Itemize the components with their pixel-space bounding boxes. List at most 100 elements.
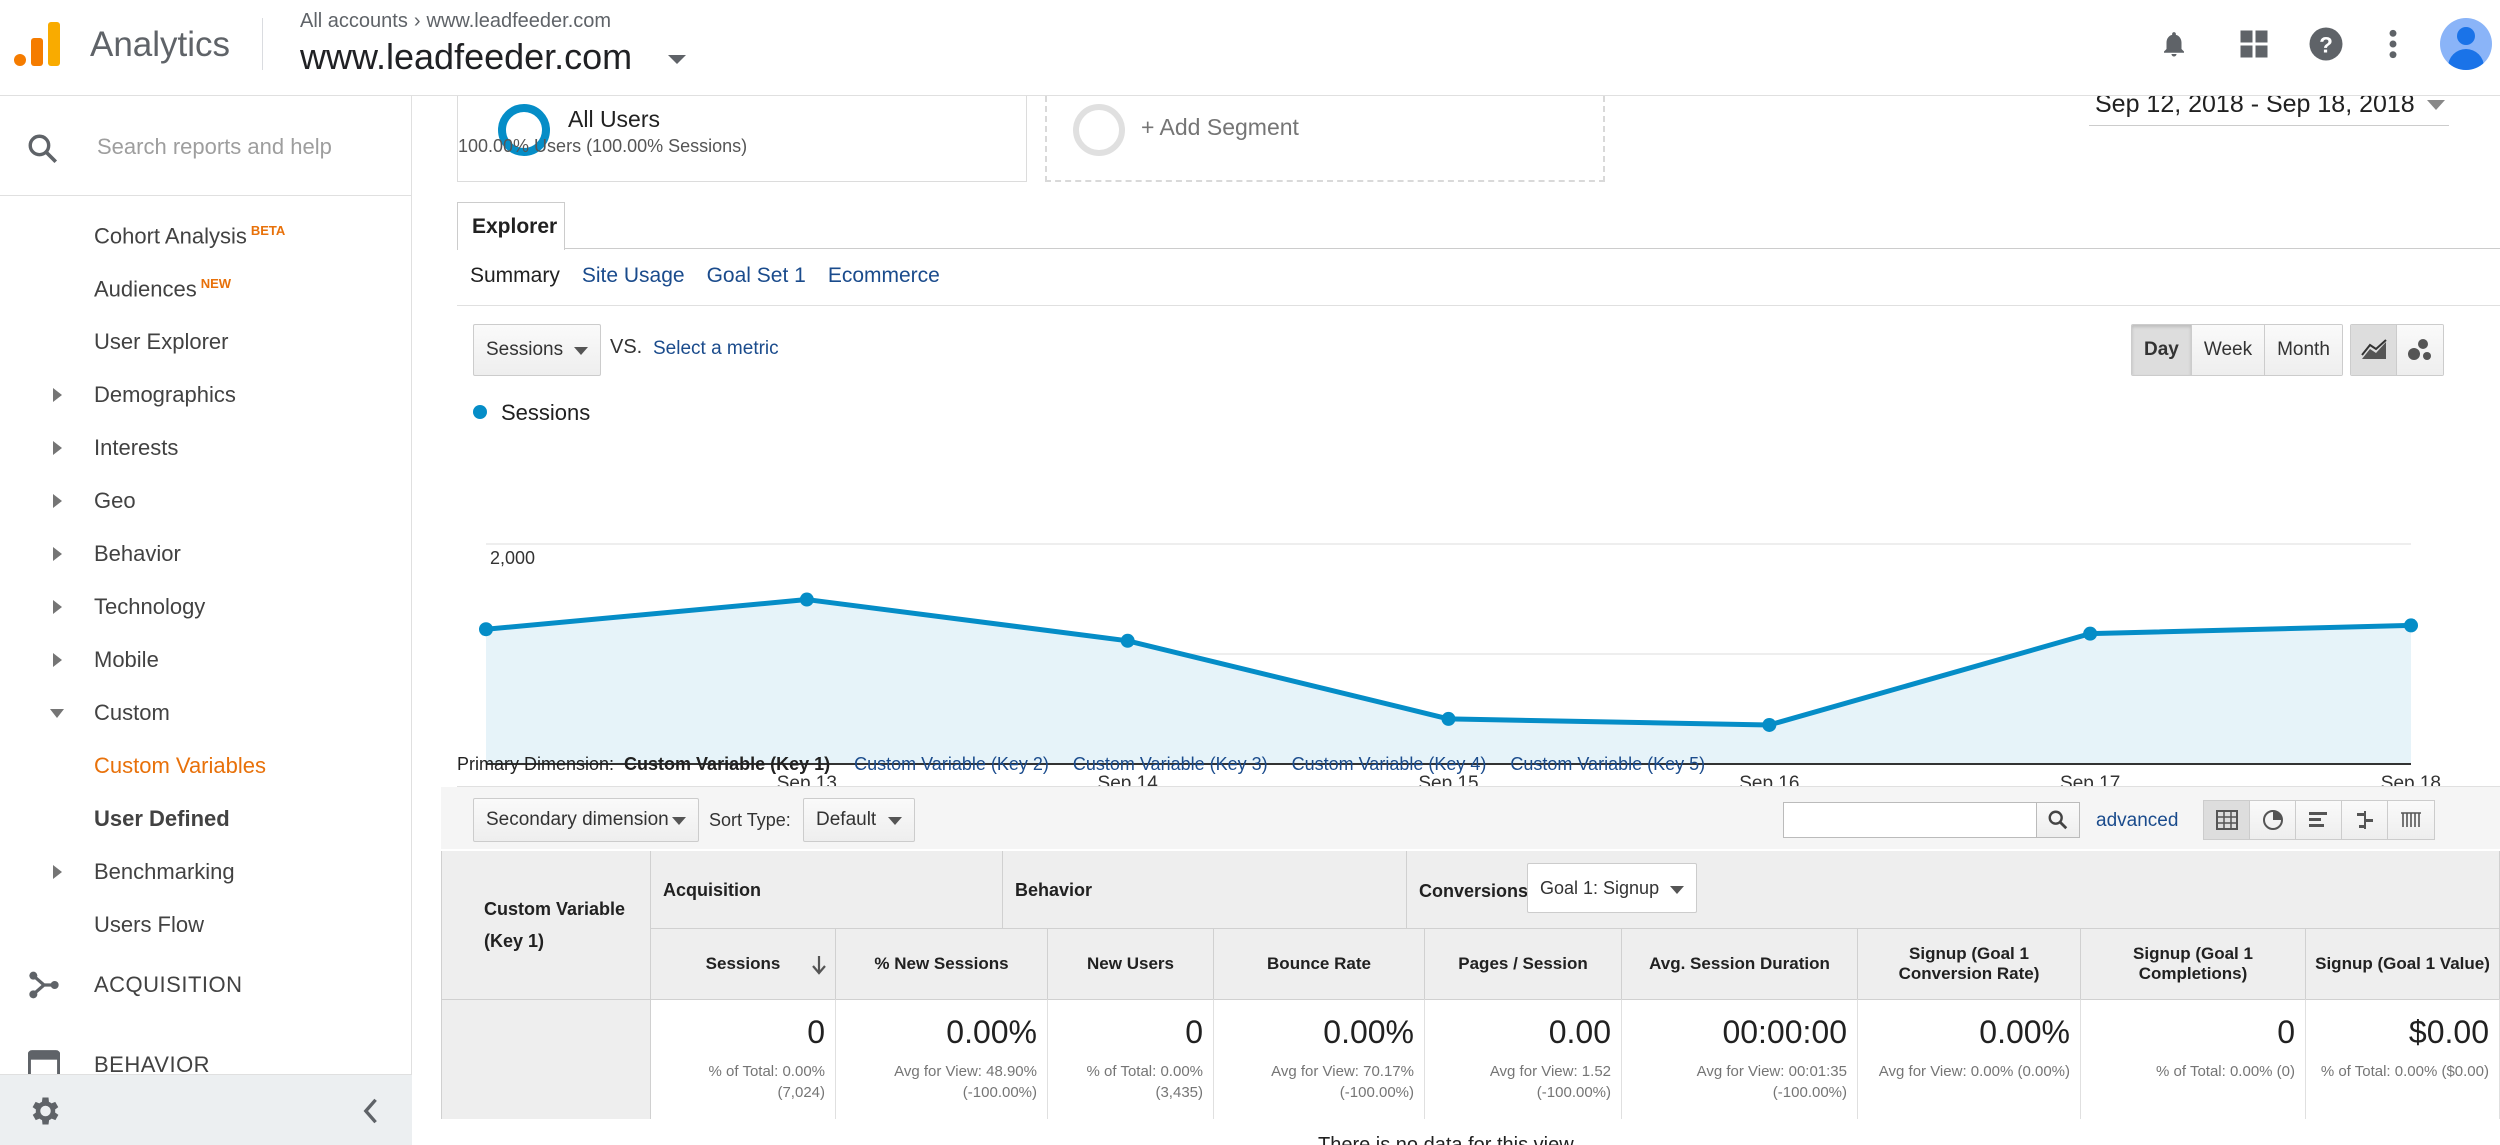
property-selector[interactable]: www.leadfeeder.com (300, 36, 633, 77)
pie-chart-view-icon[interactable] (2250, 801, 2296, 839)
sidebar-item-user-explorer[interactable]: User Explorer (0, 316, 412, 368)
column-label: Pages / Session (1458, 954, 1588, 973)
chart-legend[interactable]: Sessions (473, 400, 590, 426)
sidebar-item-mobile[interactable]: Mobile (0, 634, 412, 686)
total-subtext: % of Total: 0.00% (0) (2156, 1063, 2295, 1080)
y-tick-label: 2,000 (490, 548, 535, 568)
column-header-new-users[interactable]: New Users (1048, 929, 1214, 999)
sidebar-item-audiences[interactable]: Audiences NEW (0, 263, 412, 315)
metric-dropdown[interactable]: Sessions (473, 324, 601, 376)
subtab-site-usage[interactable]: Site Usage (581, 264, 685, 287)
sidebar-section-behavior[interactable]: BEHAVIOR (0, 1036, 412, 1092)
period-day-button[interactable]: Day (2132, 325, 2192, 375)
expand-triangle-icon[interactable] (53, 865, 62, 879)
sidebar-item-geo[interactable]: Geo (0, 475, 412, 527)
dimension-column-header[interactable]: Custom Variable (Key 1) (441, 851, 651, 999)
breadcrumb[interactable]: All accounts › www.leadfeeder.com (300, 10, 611, 33)
chevron-down-icon[interactable] (2427, 100, 2445, 110)
column-header-goal-conversion-rate[interactable]: Signup (Goal 1 Conversion Rate) (1858, 929, 2081, 999)
date-range-picker[interactable]: Sep 12, 2018 - Sep 18, 2018 (2089, 96, 2449, 126)
total-value: 0.00 (1548, 1014, 1611, 1050)
sidebar-item-technology[interactable]: Technology (0, 581, 412, 633)
primary-dimension-key-2[interactable]: Custom Variable (Key 2) (854, 754, 1049, 774)
data-point (1762, 717, 1777, 732)
expand-triangle-icon[interactable] (53, 600, 62, 614)
account-avatar[interactable] (2440, 18, 2492, 70)
vs-label: VS. (610, 336, 643, 358)
tab-explorer[interactable]: Explorer (457, 202, 565, 250)
expand-triangle-icon[interactable] (53, 653, 62, 667)
primary-dimension-key-4[interactable]: Custom Variable (Key 4) (1291, 754, 1487, 774)
header-divider (262, 18, 263, 70)
expand-triangle-icon[interactable] (53, 388, 62, 402)
expand-triangle-icon[interactable] (53, 441, 62, 455)
conversions-group-header: Conversions Goal 1: Signup (1407, 851, 2500, 929)
add-segment-button[interactable]: + Add Segment (1045, 96, 1605, 182)
sidebar-item-behavior[interactable]: Behavior (0, 528, 412, 580)
breadcrumb-property[interactable]: www.leadfeeder.com (426, 10, 612, 32)
primary-dimension-key-3[interactable]: Custom Variable (Key 3) (1072, 754, 1268, 774)
data-table-view-icon[interactable] (2204, 801, 2250, 839)
breadcrumb-root[interactable]: All accounts (300, 10, 408, 32)
sidebar-item-demographics[interactable]: Demographics (0, 369, 412, 421)
column-header-bounce-rate[interactable]: Bounce Rate (1214, 929, 1425, 999)
line-chart-icon[interactable] (2351, 325, 2397, 375)
more-vert-icon[interactable] (2371, 22, 2415, 66)
sort-type-dropdown[interactable]: Default (803, 798, 915, 842)
sidebar-item-label: Custom (94, 700, 170, 725)
help-icon[interactable]: ? (2304, 22, 2348, 66)
expand-triangle-icon[interactable] (53, 494, 62, 508)
term-cloud-view-icon[interactable] (2388, 801, 2434, 839)
chevron-down-icon[interactable] (668, 55, 686, 64)
apps-grid-icon[interactable] (2232, 22, 2276, 66)
advanced-filter-link[interactable]: advanced (2096, 810, 2179, 831)
column-header-avg-session-duration[interactable]: Avg. Session Duration (1622, 929, 1858, 999)
bar-chart-view-icon[interactable] (2296, 801, 2342, 839)
goal-dropdown[interactable]: Goal 1: Signup (1527, 863, 1697, 913)
sort-desc-arrow-icon[interactable] (811, 955, 827, 975)
secondary-dimension-dropdown[interactable]: Secondary dimension (473, 798, 699, 842)
collapse-triangle-icon[interactable] (50, 709, 64, 718)
sidebar-item-cohort-analysis[interactable]: Cohort Analysis BETA (0, 210, 412, 262)
new-badge: NEW (200, 276, 232, 291)
total-avg-duration-cell: 00:00:00 Avg for View: 00:01:35 (-100.00%… (1622, 999, 1858, 1119)
comparison-view-icon[interactable] (2342, 801, 2388, 839)
column-header-pages-session[interactable]: Pages / Session (1425, 929, 1622, 999)
search-input[interactable]: Search reports and help (97, 134, 332, 159)
gear-icon[interactable] (26, 1093, 62, 1134)
column-header-goal-completions[interactable]: Signup (Goal 1 Completions) (2081, 929, 2306, 999)
total-pages-session-cell: 0.00 Avg for View: 1.52 (-100.00%) (1425, 999, 1622, 1119)
table-search-input[interactable] (1783, 802, 2037, 838)
expand-triangle-icon[interactable] (53, 547, 62, 561)
sidebar-item-users-flow[interactable]: Users Flow (0, 899, 412, 951)
search-icon[interactable] (26, 132, 60, 171)
period-week-button[interactable]: Week (2191, 325, 2266, 375)
subtab-summary[interactable]: Summary (470, 264, 560, 287)
subtab-ecommerce[interactable]: Ecommerce (827, 264, 940, 287)
column-header-new-sessions[interactable]: % New Sessions (836, 929, 1048, 999)
column-header-sessions[interactable]: Sessions (651, 929, 836, 999)
bell-icon[interactable] (2152, 22, 2196, 66)
motion-chart-icon[interactable] (2397, 325, 2443, 375)
analytics-logo-icon[interactable] (14, 20, 60, 70)
add-segment-label: + Add Segment (1141, 114, 1299, 140)
sidebar-search[interactable]: Search reports and help (0, 96, 412, 196)
chevron-down-icon (1670, 886, 1684, 894)
subtab-goal-set-1[interactable]: Goal Set 1 (706, 264, 806, 287)
total-subtext: % of Total: 0.00% ($0.00) (2320, 1063, 2489, 1080)
segment-title: All Users (568, 106, 661, 132)
column-header-goal-value[interactable]: Signup (Goal 1 Value) (2306, 929, 2500, 999)
collapse-sidebar-chevron-icon[interactable] (360, 1097, 380, 1130)
sidebar-item-interests[interactable]: Interests (0, 422, 412, 474)
sidebar-item-user-defined[interactable]: User Defined (0, 793, 412, 845)
sidebar-section-acquisition[interactable]: ACQUISITION (0, 956, 412, 1012)
sidebar-item-custom[interactable]: Custom (0, 687, 412, 739)
sidebar-item-custom-variables[interactable]: Custom Variables (0, 740, 412, 792)
primary-dimension-key-5[interactable]: Custom Variable (Key 5) (1510, 754, 1706, 774)
period-month-button[interactable]: Month (2265, 325, 2342, 375)
select-metric-link[interactable]: Select a metric (653, 338, 779, 359)
sidebar-item-benchmarking[interactable]: Benchmarking (0, 846, 412, 898)
segment-all-users[interactable]: All Users 100.00% Users (100.00% Session… (457, 96, 1027, 182)
search-icon[interactable] (2036, 802, 2080, 838)
